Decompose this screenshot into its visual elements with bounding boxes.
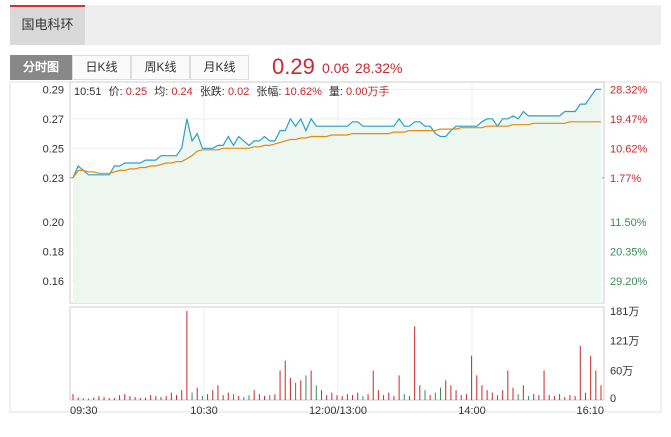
y-tick-label: 0.20 [43, 217, 64, 229]
info-time: 10:51 [74, 86, 102, 98]
pct-tick-label: 10.62% [610, 143, 648, 155]
tab-monthly-k[interactable]: 月K线 [190, 55, 249, 80]
volume-tick-label: 60万 [610, 365, 633, 377]
x-tick-label: 16:10 [576, 405, 604, 417]
price-change-pct: 28.32% [355, 60, 403, 76]
info-vol-label: 量: [329, 85, 343, 98]
tab-intraday[interactable]: 分时图 [10, 55, 72, 80]
volume-tick-label: 181万 [610, 306, 639, 318]
x-tick-label: 10:30 [190, 405, 218, 417]
x-tick-label: 14:00 [458, 405, 486, 417]
x-tick-label: 09:30 [70, 405, 98, 417]
volume-panel-frame [69, 306, 605, 401]
y-tick-label: 0.23 [43, 173, 64, 185]
title-bar: 国电科环 [10, 5, 661, 45]
info-price-label: 价: [109, 85, 123, 98]
pct-tick-label: 29.20% [610, 276, 648, 288]
y-tick-label: 0.25 [43, 143, 64, 155]
avg-price-line [72, 121, 601, 179]
y-tick-label: 0.16 [43, 276, 64, 288]
info-pct: 10.62% [285, 86, 323, 98]
stock-name-tab[interactable]: 国电科环 [10, 5, 85, 45]
y-tick-label: 0.18 [43, 246, 64, 258]
volume-tick-label: 0 [610, 393, 616, 405]
pct-tick-label: 1.77% [610, 173, 641, 185]
x-tick-label: 12:00/13:00 [309, 405, 367, 417]
pct-tick-label: 20.35% [610, 246, 648, 258]
volume-tick-label: 121万 [610, 336, 639, 348]
info-pct-label: 张幅: [256, 85, 281, 98]
info-chg: 0.02 [228, 86, 249, 98]
info-avg: 0.24 [171, 86, 192, 98]
pct-tick-label: 19.47% [610, 114, 648, 126]
pct-tick-label: 28.32% [610, 84, 648, 96]
y-tick-label: 0.27 [43, 114, 64, 126]
info-avg-label: 均: [154, 85, 168, 98]
price-area-fill [73, 89, 601, 304]
price-line [72, 88, 601, 179]
pct-tick-label: 11.50% [610, 217, 647, 229]
info-line: 10:51 价: 0.25 均: 0.24 张跌: 0.02 张幅: 10.62… [74, 84, 389, 98]
info-vol: 0.00万手 [346, 84, 389, 98]
info-chg-label: 张跌: [200, 84, 225, 98]
current-price: 0.29 [272, 54, 315, 79]
tab-weekly-k[interactable]: 周K线 [131, 55, 190, 80]
price-change: 0.06 [322, 60, 350, 76]
info-price: 0.25 [126, 86, 147, 98]
tab-daily-k[interactable]: 日K线 [72, 55, 131, 80]
y-tick-label: 0.29 [43, 84, 64, 96]
